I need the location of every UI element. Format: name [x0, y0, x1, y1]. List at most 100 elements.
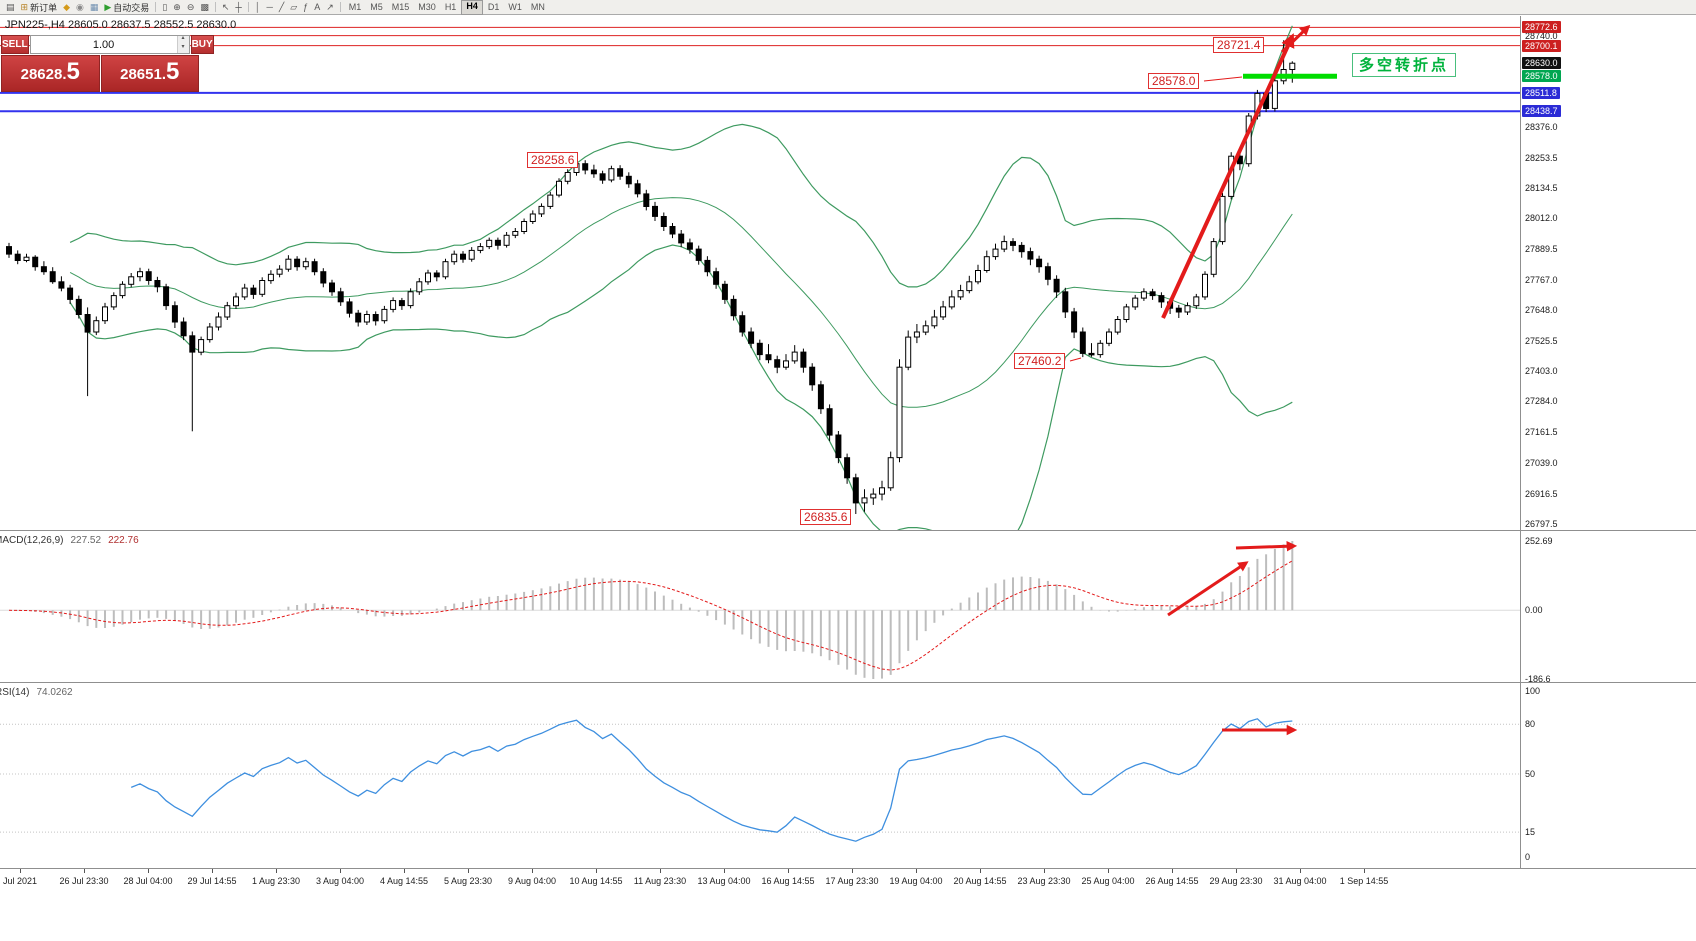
- cursor-icon: ↖: [221, 1, 230, 12]
- autotrading-button[interactable]: ▶ 自动交易: [101, 1, 152, 14]
- axis-separator: [1520, 16, 1521, 868]
- buy-price-button[interactable]: 28651. 5: [100, 55, 199, 92]
- rsi-axis-label: 100: [1525, 686, 1541, 696]
- trendline-icon: ╱: [278, 1, 285, 12]
- new-order-button-label: 新订单: [30, 2, 58, 13]
- cursor-button[interactable]: ↖: [219, 1, 233, 14]
- time-axis-tick: [1044, 869, 1045, 873]
- macd-axis[interactable]: 252.69 0.00 -186.6: [1520, 531, 1696, 684]
- timeframe-h4-button[interactable]: H4: [461, 0, 483, 15]
- macd-axis-label: -186.6: [1525, 674, 1551, 684]
- rsi-label: RSI(14) 74.0262: [0, 687, 73, 698]
- zoom-out-icon: ⊖: [186, 1, 195, 12]
- text-label-icon: A: [314, 1, 321, 12]
- lot-decrease-button[interactable]: ▾: [177, 44, 189, 53]
- new-order-button[interactable]: ⊞ 新订单: [18, 1, 61, 14]
- time-axis-tick: [276, 869, 277, 873]
- macd-axis-label: 252.69: [1525, 536, 1553, 546]
- price-axis-label: 27648.0: [1525, 305, 1558, 315]
- timeframe-m5-button[interactable]: M5: [370, 1, 383, 12]
- time-axis-tick: [532, 869, 533, 873]
- buy-price-base: 28651.: [120, 66, 167, 83]
- time-axis-label: 28 Jul 04:00: [123, 876, 173, 886]
- horizontal-line-button[interactable]: ─: [263, 1, 275, 14]
- zoom-in-button[interactable]: ⊕: [170, 1, 184, 14]
- vertical-line-icon: │: [254, 1, 261, 12]
- macd-indicator-panel[interactable]: [0, 531, 1520, 682]
- time-axis-tick: [148, 869, 149, 873]
- time-axis-label: 19 Aug 04:00: [889, 876, 943, 886]
- time-axis-label: 25 Aug 04:00: [1081, 876, 1135, 886]
- crosshair-button[interactable]: ┼: [232, 1, 244, 14]
- price-axis-marker: 28438.7: [1522, 105, 1561, 117]
- mql5-button[interactable]: ◆: [60, 1, 73, 14]
- rsi-axis[interactable]: 100 80 50 15 0: [1520, 683, 1696, 868]
- vertical-line-button[interactable]: │: [252, 1, 264, 14]
- price-axis-label: 28376.0: [1525, 122, 1558, 132]
- timeframe-w1-button[interactable]: W1: [508, 1, 522, 12]
- equidistant-channel-icon: ▱: [290, 1, 298, 12]
- time-axis-label: 29 Aug 23:30: [1209, 876, 1263, 886]
- rsi-name: RSI(14): [0, 687, 30, 698]
- time-axis-tick: [916, 869, 917, 873]
- time-axis-tick: [1108, 869, 1109, 873]
- market-button[interactable]: ▦: [87, 1, 102, 14]
- rsi-indicator-panel[interactable]: [0, 683, 1520, 868]
- candlestick-mode-button[interactable]: ▯: [159, 1, 170, 14]
- lot-increase-button[interactable]: ▴: [177, 35, 189, 45]
- time-axis-label: 26 Jul 23:30: [59, 876, 109, 886]
- arrow-object-icon: ↗: [326, 1, 334, 12]
- lot-size-box: ▴ ▾: [29, 35, 190, 54]
- price-axis-label: 28012.0: [1525, 213, 1558, 223]
- price-axis[interactable]: 28740.0 28376.0 28253.5 28134.5 28012.0 27889…: [1520, 16, 1696, 530]
- time-axis-tick: [1172, 869, 1173, 873]
- timeframe-mn-button[interactable]: MN: [530, 1, 545, 12]
- macd-signal-value: 222.76: [108, 535, 139, 546]
- arrows-button[interactable]: ↗: [323, 1, 337, 14]
- sell-button[interactable]: SELL: [1, 35, 29, 54]
- trendline-button[interactable]: ╱: [276, 1, 287, 14]
- time-axis-tick: [1300, 869, 1301, 873]
- price-axis-label: 27525.5: [1525, 336, 1558, 346]
- buy-price-pips: 5: [166, 58, 180, 85]
- price-axis-label: 27284.0: [1525, 396, 1558, 406]
- time-axis-label: 16 Aug 14:55: [761, 876, 815, 886]
- timeframe-h1-button[interactable]: H1: [444, 1, 457, 12]
- timeframe-m1-button[interactable]: M1: [348, 1, 362, 12]
- main-price-chart[interactable]: [0, 16, 1520, 530]
- macd-main-value: 227.52: [70, 535, 102, 546]
- lot-size-input[interactable]: [30, 36, 177, 53]
- price-axis-label: 27403.0: [1525, 366, 1558, 376]
- price-axis-label: 26797.5: [1525, 519, 1558, 529]
- channel-button[interactable]: ▱: [287, 1, 300, 14]
- one-click-trading-panel: SELL ▴ ▾ BUY 28628.5 28651.5: [1, 35, 214, 92]
- time-axis[interactable]: Jul 2021 26 Jul 23:30 28 Jul 04:00 29 Jul 1…: [0, 868, 1696, 941]
- time-axis-tick: [340, 869, 341, 873]
- rsi-panel-separator: [0, 682, 1696, 683]
- timeframe-m30-button[interactable]: M30: [418, 1, 436, 12]
- time-axis-label: Jul 2021: [2, 876, 38, 886]
- toolbar-separator: [214, 2, 216, 12]
- timeframe-m15-button[interactable]: M15: [391, 1, 410, 12]
- text-button[interactable]: A: [311, 1, 323, 14]
- price-axis-marker: 28578.0: [1522, 70, 1561, 82]
- rsi-axis-label: 15: [1525, 827, 1536, 837]
- time-axis-label: 9 Aug 04:00: [507, 876, 557, 886]
- autotrading-play-icon: ▶: [104, 1, 112, 12]
- community-button[interactable]: ◉: [73, 1, 87, 14]
- charts-menu-button[interactable]: ▤: [3, 1, 18, 14]
- time-axis-label: 31 Aug 04:00: [1273, 876, 1327, 886]
- price-axis-label: 27767.0: [1525, 275, 1558, 285]
- time-axis-label: 26 Aug 14:55: [1145, 876, 1199, 886]
- time-axis-tick: [724, 869, 725, 873]
- sell-price-pips: 5: [66, 58, 80, 85]
- tile-windows-button[interactable]: ▩: [197, 1, 212, 14]
- macd-axis-label: 0.00: [1525, 605, 1543, 615]
- fibonacci-button[interactable]: ƒ: [300, 1, 311, 14]
- candlestick-chart-icon: ▯: [162, 1, 168, 12]
- timeframe-d1-button[interactable]: D1: [487, 1, 500, 12]
- zoom-out-button[interactable]: ⊖: [184, 1, 198, 14]
- sell-price-button[interactable]: 28628. 5: [1, 55, 100, 92]
- time-axis-tick: [468, 869, 469, 873]
- buy-button[interactable]: BUY: [190, 35, 214, 54]
